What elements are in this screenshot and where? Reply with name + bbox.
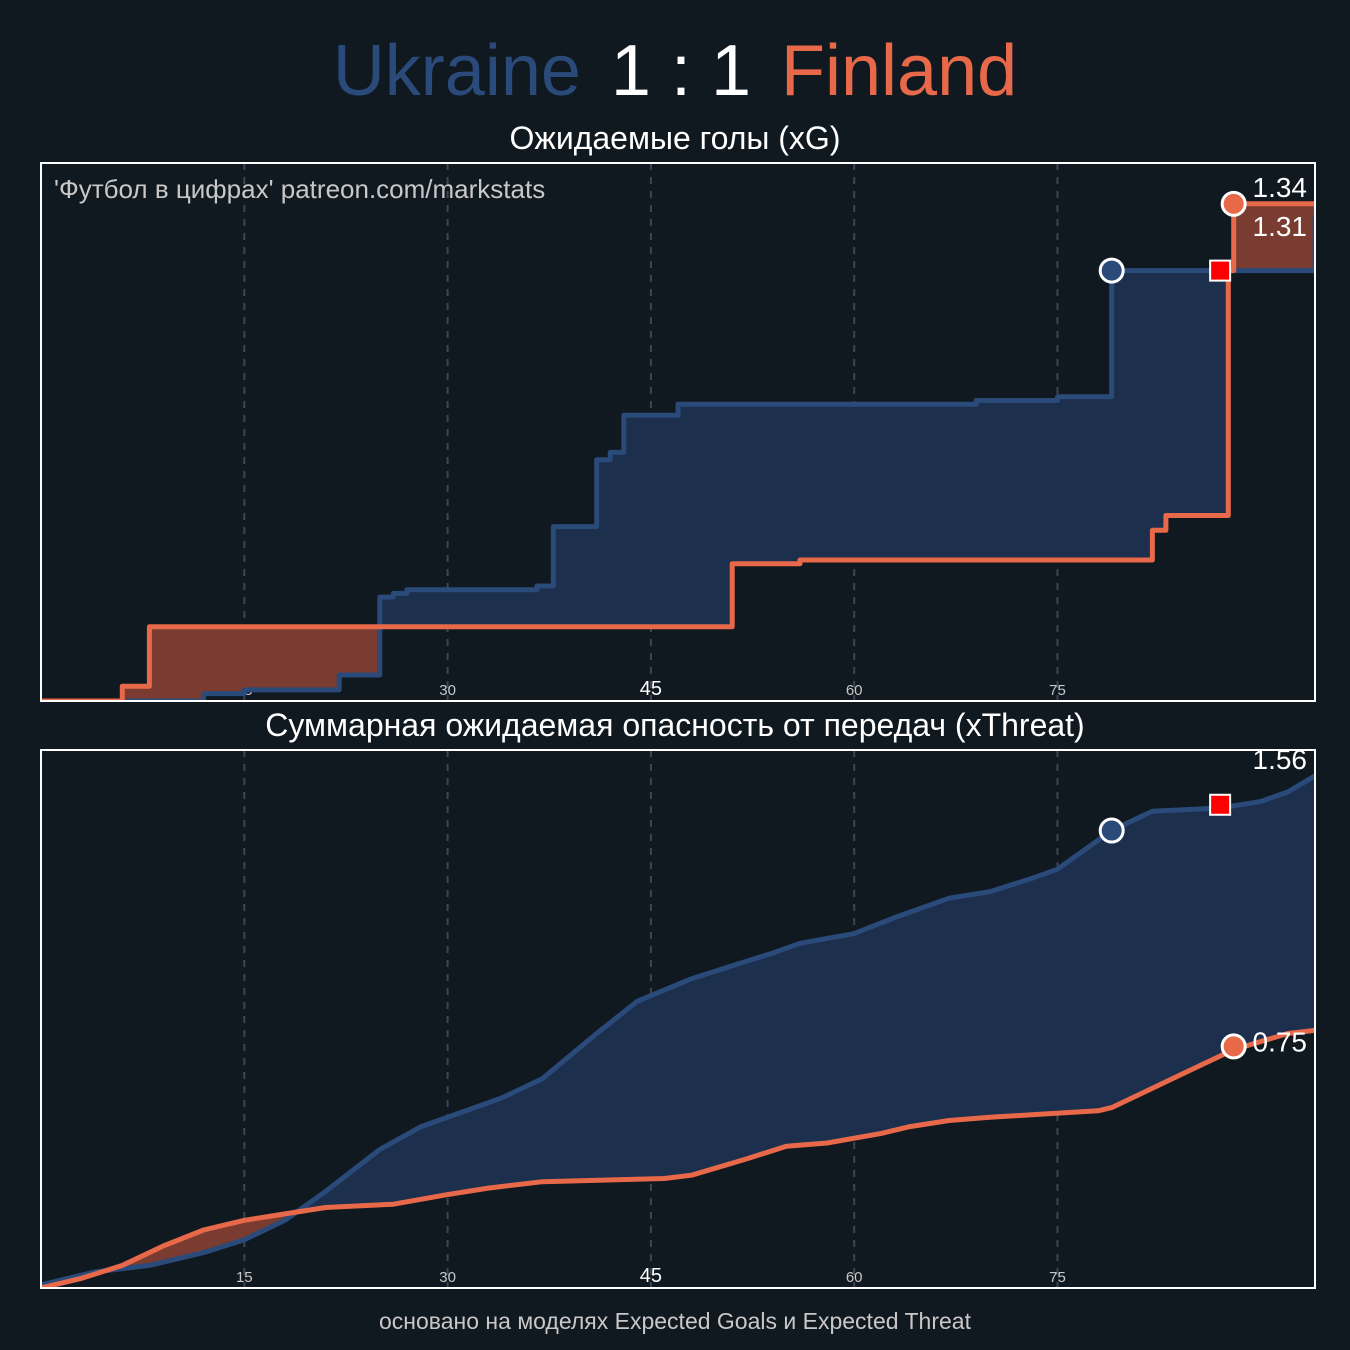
away-series-line bbox=[41, 201, 1315, 701]
home-final-value-label: 1.31 bbox=[1253, 211, 1308, 242]
difference-fill-segment bbox=[420, 1116, 449, 1200]
difference-fill-segment bbox=[786, 942, 801, 1147]
match-header: Ukraine 1 : 1 Finland bbox=[0, 26, 1350, 116]
x-tick-label: 30 bbox=[439, 1269, 456, 1286]
red-card-marker bbox=[1209, 259, 1232, 282]
away-goal-marker bbox=[1220, 1033, 1247, 1060]
difference-fill-segment bbox=[487, 1097, 503, 1189]
difference-fill-segment bbox=[1260, 791, 1289, 1043]
red-card-marker bbox=[1209, 793, 1232, 816]
difference-fill-segment bbox=[1057, 839, 1099, 1114]
difference-fill-segment bbox=[176, 626, 205, 701]
difference-fill-segment bbox=[1057, 396, 1106, 561]
xg-chart-title: Ожидаемые голы (xG) bbox=[509, 120, 841, 156]
difference-fill-segment bbox=[406, 589, 516, 628]
x-tick-label: 75 bbox=[1049, 1269, 1066, 1286]
difference-fill bbox=[121, 203, 1315, 701]
x-tick-label: 30 bbox=[439, 682, 456, 699]
difference-fill-segment bbox=[826, 933, 855, 1144]
difference-fill-segment bbox=[975, 400, 1045, 561]
difference-fill-segment bbox=[148, 626, 177, 701]
difference-fill-segment bbox=[1097, 829, 1113, 1112]
difference-fill-segment bbox=[203, 626, 211, 694]
difference-fill-segment bbox=[338, 626, 367, 676]
difference-fill-segment bbox=[1043, 868, 1058, 1115]
plot-frame bbox=[40, 749, 1316, 1289]
difference-fill-segment bbox=[1138, 270, 1153, 561]
difference-fill-segment bbox=[731, 960, 747, 1164]
away-team-name: Finland bbox=[781, 31, 1018, 111]
away-goal-marker bbox=[1220, 190, 1247, 217]
difference-fill-segment bbox=[1030, 873, 1045, 1116]
difference-fill-segment bbox=[447, 1107, 476, 1196]
away-series-line bbox=[41, 1027, 1315, 1288]
difference-fill-segment bbox=[894, 912, 909, 1131]
x-tick-label: 60 bbox=[846, 1269, 863, 1286]
xthreat-chart-title: Суммарная ожидаемая опасность от передач… bbox=[265, 707, 1085, 743]
difference-fill-segment bbox=[691, 965, 733, 1176]
away-final-value-label: 0.75 bbox=[1253, 1026, 1308, 1057]
difference-fill-segment bbox=[1192, 807, 1221, 1070]
x-tick-label: 45 bbox=[640, 678, 662, 700]
difference-fill-segment bbox=[786, 403, 801, 565]
difference-fill-segment bbox=[691, 403, 720, 628]
difference-fill-segment bbox=[880, 916, 896, 1134]
footer-note: основано на моделях Expected Goals и Exp… bbox=[379, 1308, 971, 1334]
difference-fill-segment bbox=[664, 414, 679, 628]
difference-fill-segment bbox=[223, 626, 245, 694]
difference-fill bbox=[41, 775, 1315, 1288]
difference-fill-segment bbox=[623, 414, 665, 628]
x-tick-label: 45 bbox=[640, 1265, 662, 1287]
difference-fill-segment bbox=[1111, 270, 1140, 561]
difference-fill-segment bbox=[1043, 400, 1058, 561]
difference-fill-segment bbox=[799, 938, 828, 1146]
x-tick-label: 15 bbox=[236, 1269, 253, 1286]
match-score: 1 : 1 bbox=[610, 31, 752, 111]
difference-fill-segment bbox=[1219, 805, 1235, 1057]
difference-fill-segment bbox=[582, 526, 598, 628]
difference-fill-segment bbox=[1152, 808, 1194, 1089]
home-final-value-label: 1.56 bbox=[1253, 747, 1308, 775]
difference-fill-segment bbox=[745, 952, 774, 1160]
x-tick-label: 75 bbox=[1049, 682, 1066, 699]
difference-fill-segment bbox=[1111, 810, 1153, 1109]
difference-fill-segment bbox=[243, 626, 327, 691]
difference-fill-segment bbox=[1233, 801, 1262, 1051]
watermark-text: 'Футбол в цифрах' patreon.com/markstats bbox=[54, 174, 545, 204]
difference-fill-segment bbox=[908, 897, 950, 1128]
home-goal-marker bbox=[1098, 257, 1125, 284]
difference-fill-segment bbox=[948, 891, 991, 1121]
difference-fill-segment bbox=[609, 451, 625, 628]
difference-fill-segment bbox=[636, 989, 665, 1180]
x-tick-label: 60 bbox=[846, 682, 863, 699]
difference-fill-segment bbox=[989, 878, 1031, 1118]
difference-fill-segment bbox=[515, 589, 538, 628]
difference-fill-segment bbox=[536, 585, 554, 628]
difference-fill-segment bbox=[677, 403, 692, 628]
home-team-name: Ukraine bbox=[332, 31, 581, 111]
difference-fill-segment bbox=[1287, 775, 1315, 1034]
difference-fill-segment bbox=[772, 947, 787, 1152]
difference-fill-segment bbox=[664, 978, 692, 1179]
difference-fill-segment bbox=[799, 403, 963, 561]
difference-fill-segment bbox=[1165, 270, 1221, 516]
difference-fill-segment bbox=[962, 403, 977, 561]
difference-fill-segment bbox=[731, 403, 787, 565]
xthreat-chart: 15 30 45 60 75 1.56 0.75 bbox=[40, 747, 1316, 1289]
away-final-value-label: 1.34 bbox=[1253, 172, 1308, 203]
difference-fill-segment bbox=[474, 1102, 489, 1191]
difference-fill-segment bbox=[379, 1141, 394, 1206]
home-series-line bbox=[41, 214, 1315, 701]
difference-fill-segment bbox=[1104, 396, 1113, 561]
home-goal-marker bbox=[1098, 817, 1125, 844]
difference-fill-segment bbox=[1152, 270, 1167, 531]
difference-fill-segment bbox=[209, 626, 225, 694]
difference-fill-segment bbox=[853, 922, 882, 1139]
difference-fill-segment bbox=[552, 526, 584, 628]
plot-frame bbox=[40, 162, 1316, 702]
